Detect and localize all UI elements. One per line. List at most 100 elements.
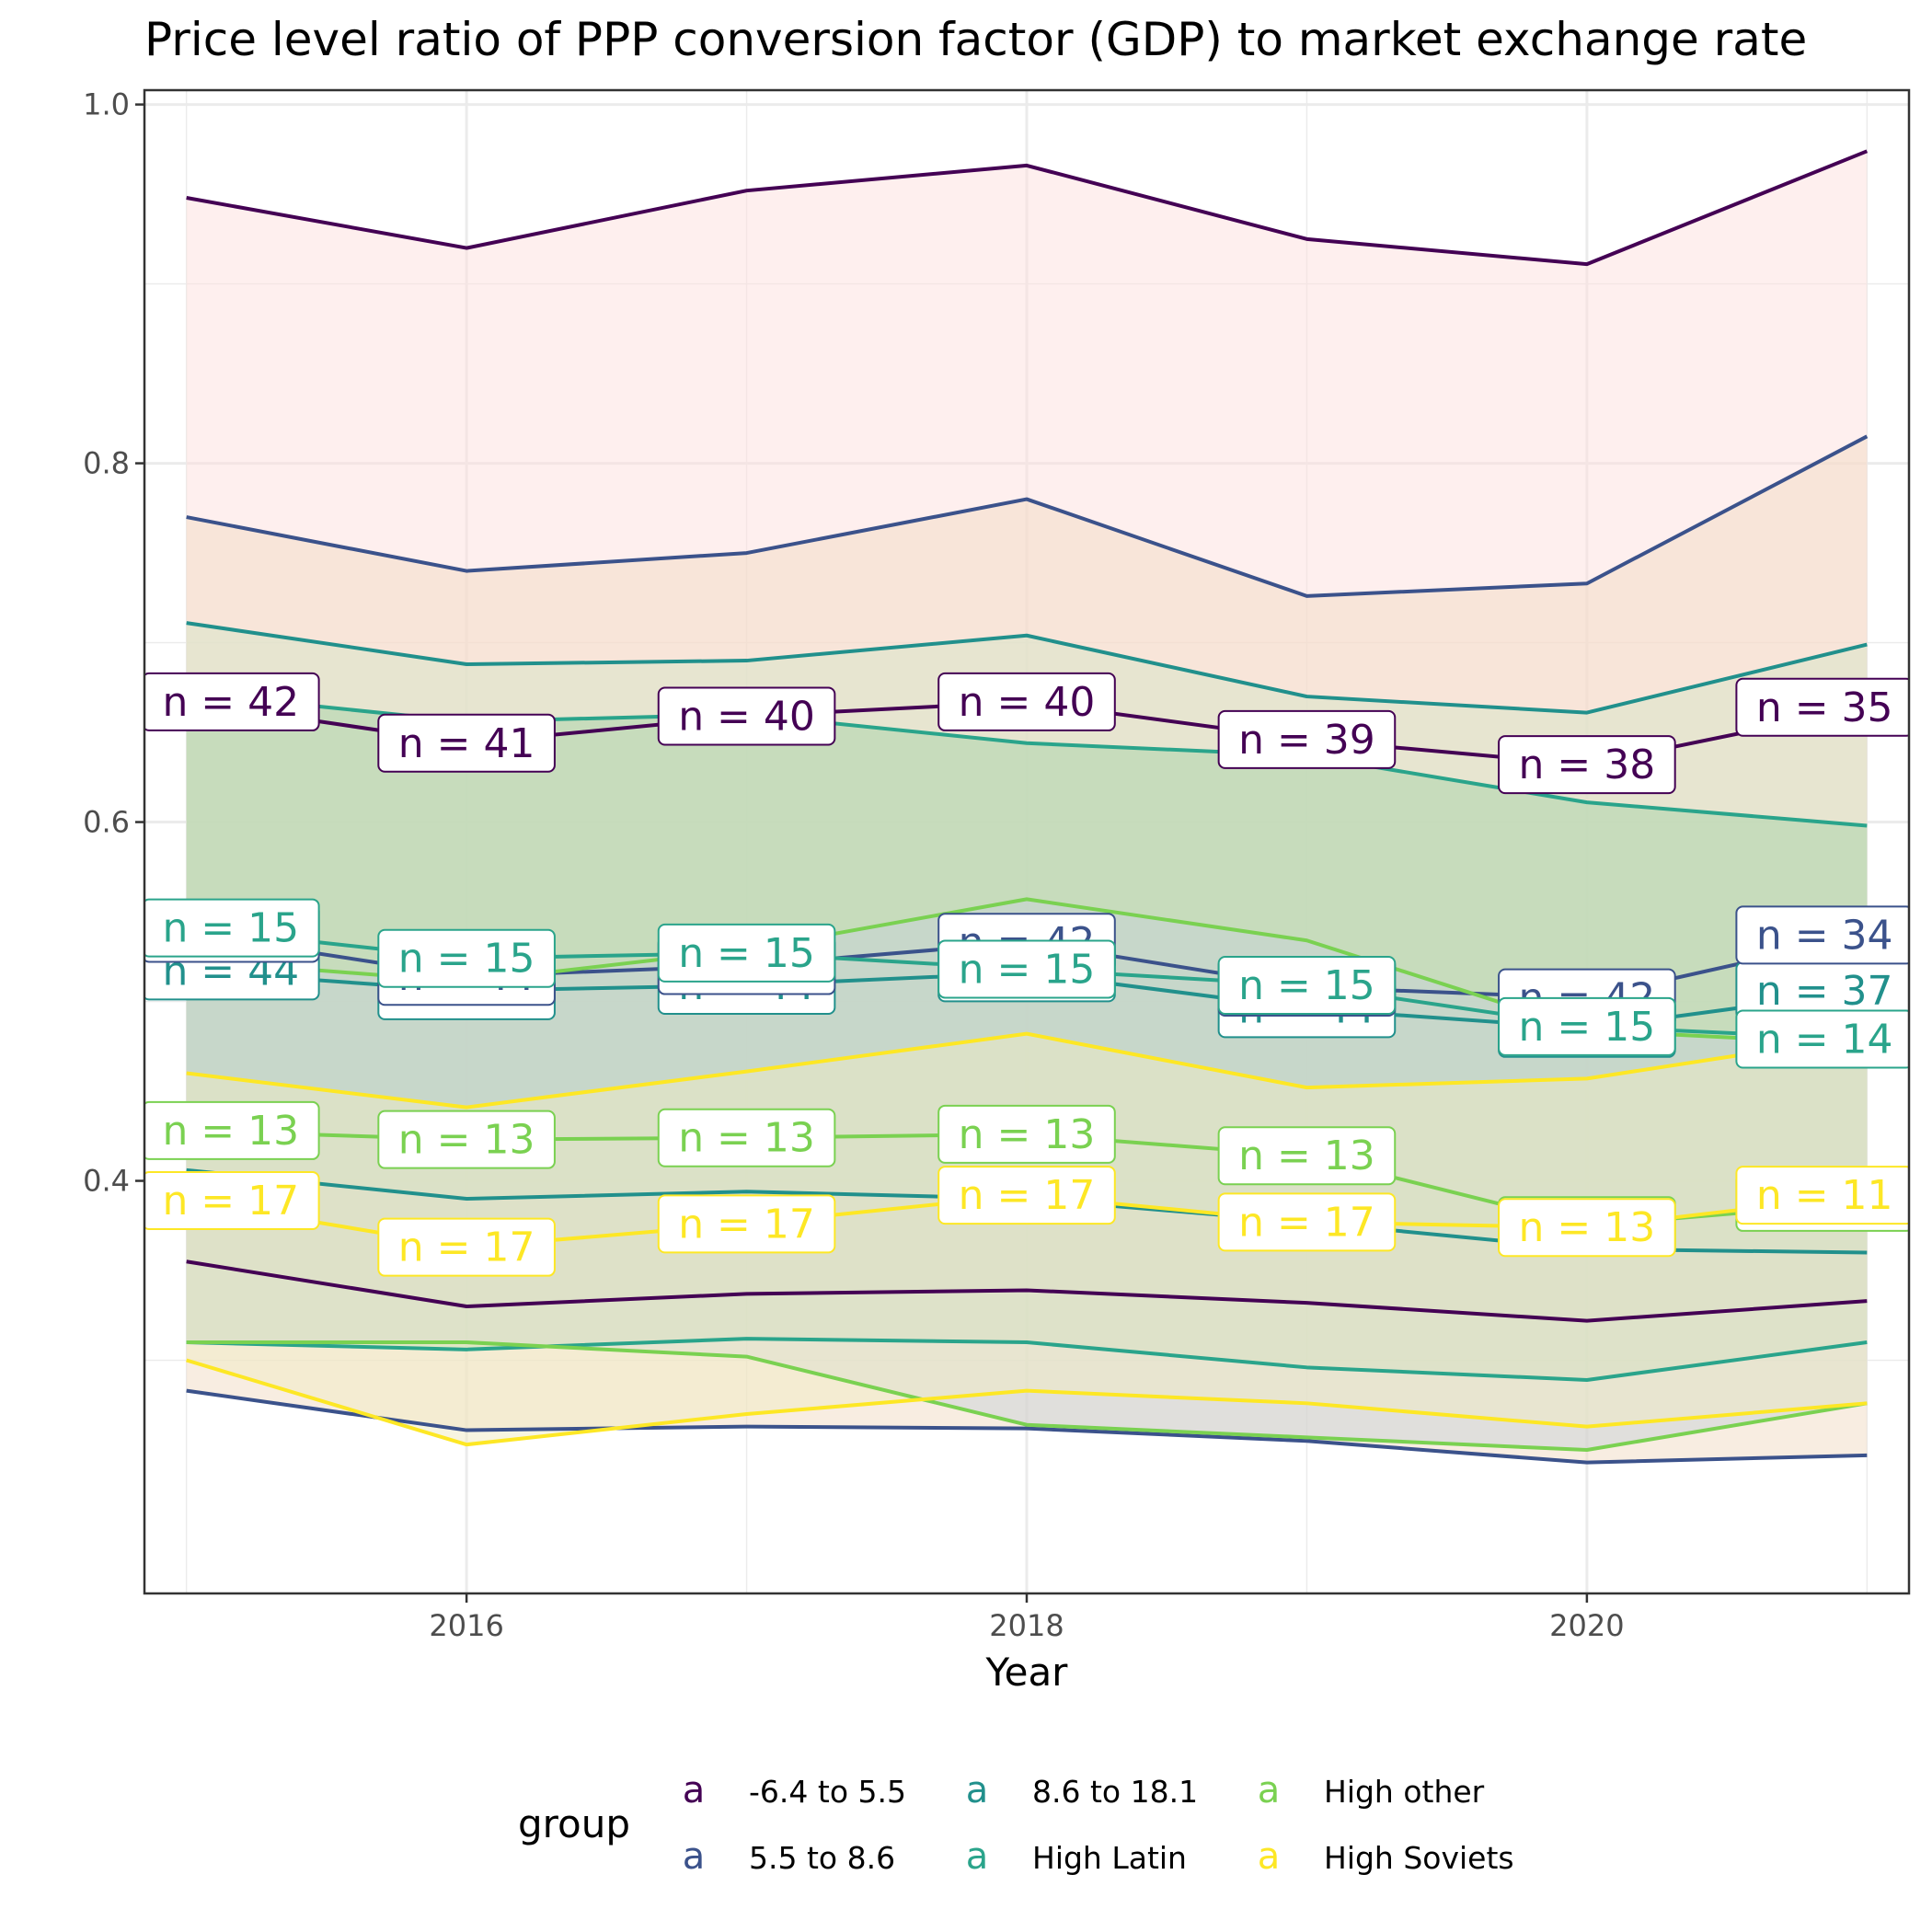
n-label-box [1498,735,1676,795]
n-label-box [1735,677,1909,737]
n-label-box [377,1110,556,1169]
legend-key: a [1258,1769,1281,1811]
n-label-High Soviets-2016: n = 17 [377,1217,556,1277]
n-label-text: n = 34 [1756,912,1893,959]
n-label-High Soviets-2015: n = 17 [144,1170,320,1230]
line-lower-High Latin [186,1337,1868,1382]
n-label-box [144,672,320,731]
n-label-text: n = 15 [1519,1004,1656,1051]
line-lower--6.4 to 5.5 [186,1259,1868,1323]
n-label-text: n = 38 [1519,742,1656,788]
n-label--6.4 to 5.5-2018: n = 40 [937,672,1116,731]
n-label--6.4 to 5.5-2020: n = 38 [1498,735,1676,795]
line-lower-High other [186,1340,1868,1453]
n-label-box [657,1108,836,1167]
legend-label: 5.5 to 8.6 [749,1840,895,1876]
n-label-text: n = 15 [1238,962,1375,1009]
x-tick-label: 2018 [989,1608,1064,1643]
legend-key: a [683,1769,706,1811]
legend-label: High other [1324,1774,1485,1810]
n-label-box [1217,955,1397,1015]
n-label-High Soviets-2019: n = 17 [1217,1192,1397,1252]
n-label-text: n = 39 [1238,717,1375,764]
n-label-High other-2016: n = 13 [377,1110,556,1169]
n-label-box [1735,1166,1909,1225]
n-label-text: n = 37 [1756,968,1893,1015]
n-label-text: n = 15 [162,905,299,952]
legend-key: a [1258,1835,1281,1878]
n-label-box [1498,1198,1676,1258]
legend-label: High Soviets [1324,1840,1514,1876]
n-label-High other-2018: n = 13 [937,1104,1116,1164]
axes: 0.4 0.6 0.8 1.0 2016 2018 2020 [83,87,1624,1643]
n-label-text: n = 17 [162,1178,299,1225]
legend-item-High Latin: a High Latin [966,1835,1187,1878]
n-label-box [937,1104,1116,1164]
x-tick-label: 2020 [1549,1608,1624,1643]
n-label-box [144,1100,320,1160]
n-label--6.4 to 5.5-2021: n = 35 [1735,677,1909,737]
n-label-High Latin-2019: n = 15 [1217,955,1397,1015]
n-label-High Latin-2021: n = 14 [1735,1009,1909,1069]
line-upper-8.6 to 18.1 [186,621,1868,715]
plot-panel: n = 13 n = 13 n = 13 n = 13 n = 13 n = 13 n = … [83,87,1911,1643]
n-label--6.4 to 5.5-2019: n = 39 [1217,709,1397,769]
n-label-box [657,1194,836,1254]
n-label--6.4 to 5.5-2015: n = 42 [144,672,320,731]
n-label-High Latin-2018: n = 15 [937,939,1116,999]
legend: group a -6.4 to 5.5 a 5.5 to 8.6 a 8.6 to 18.… [518,1769,1514,1878]
n-label-text: n = 41 [398,720,535,767]
n-labels: n = 13 n = 13 n = 13 n = 13 n = 13 n = 13 n = … [144,672,1909,1277]
legend-label: -6.4 to 5.5 [749,1774,906,1810]
legend-key: a [683,1835,706,1878]
n-label-box [937,1166,1116,1225]
chart-title: Price level ratio of PPP conversion fact… [144,13,1807,66]
x-axis-title: Year [985,1650,1069,1695]
legend-title: group [518,1801,630,1846]
n-label--6.4 to 5.5-2017: n = 40 [657,686,836,746]
y-tick-label: 0.4 [83,1164,130,1199]
n-label-text: n = 40 [678,694,815,741]
n-label-text: n = 17 [959,1172,1096,1219]
legend-item-5.5 to 8.6: a 5.5 to 8.6 [683,1835,895,1878]
legend-label: 8.6 to 18.1 [1032,1774,1198,1810]
n-label-box [1498,996,1676,1056]
n-label-text: n = 15 [398,936,535,983]
n-label-box [377,928,556,988]
line-upper-High Soviets [186,1031,1868,1110]
ribbon-High Soviets [186,1033,1868,1445]
n-label-High other-2017: n = 13 [657,1108,836,1167]
n-label-text: n = 13 [678,1115,815,1162]
n-label-text: n = 17 [1238,1199,1375,1246]
n-label-8.6 to 18.1-2021: n = 37 [1735,960,1909,1020]
n-label-text: n = 13 [1519,1204,1656,1251]
x-tick-label: 2016 [429,1608,503,1643]
n-label-text: n = 42 [162,679,299,726]
legend-label: High Latin [1032,1840,1187,1876]
n-label-text: n = 14 [1756,1016,1893,1063]
n-label-box [657,923,836,983]
line-upper--6.4 to 5.5 [186,149,1869,267]
n-label-5.5 to 8.6-2021: n = 34 [1735,905,1909,965]
line-lower-High Soviets [186,1358,1868,1447]
n-label-text: n = 35 [1756,684,1893,731]
legend-item-High Soviets: a High Soviets [1258,1835,1514,1878]
n-label-box [377,1217,556,1277]
n-label-text: n = 15 [959,946,1096,993]
n-label-box [1217,1192,1397,1252]
n-label-box [144,1170,320,1230]
n-label-High other-2019: n = 13 [1217,1126,1397,1186]
y-tick-label: 0.6 [83,805,130,840]
n-label-box [377,713,556,773]
n-label--6.4 to 5.5-2016: n = 41 [377,713,556,773]
n-label-box [1217,1126,1397,1186]
n-label-High Soviets-2018: n = 17 [937,1166,1116,1225]
n-label-text: n = 11 [1756,1172,1893,1219]
n-label-High Soviets-2020: n = 13 [1498,1198,1676,1258]
n-label-box [657,686,836,746]
legend-item--6.4 to 5.5: a -6.4 to 5.5 [683,1769,906,1811]
n-label-box [1217,709,1397,769]
line-upper-5.5 to 8.6 [186,434,1869,598]
